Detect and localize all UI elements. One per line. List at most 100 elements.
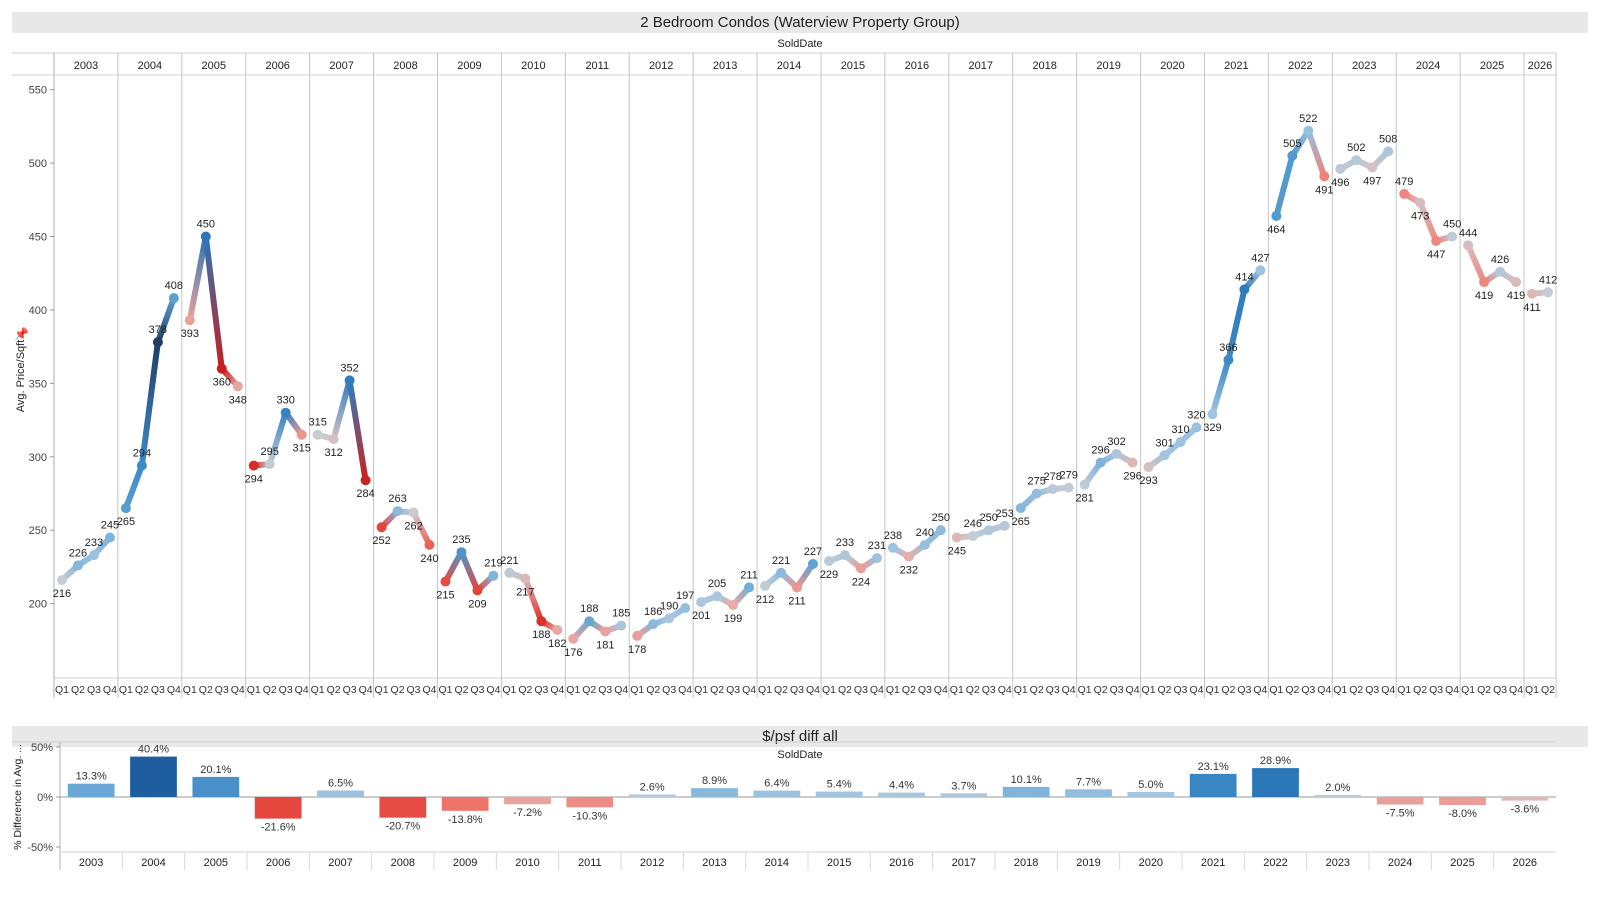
y-tick-label: 200 [29,599,47,611]
data-point [88,550,99,561]
data-point [472,585,483,596]
data-point [312,429,323,440]
year-header-label: 2019 [1096,60,1120,72]
year-header-label: 2018 [1032,60,1056,72]
data-label: 231 [868,540,886,552]
data-point [1271,210,1282,221]
quarter-label: Q1 [1397,684,1411,696]
data-label: 229 [820,569,838,581]
data-label: 211 [788,595,806,607]
year-header-label: 2006 [265,60,289,72]
bar [1189,773,1237,797]
data-label: 216 [53,588,71,600]
data-label: 233 [85,537,103,549]
quarter-label: Q4 [998,684,1012,696]
data-label: 411 [1523,302,1541,314]
bar-category-label: 2003 [79,857,103,869]
data-label: 253 [996,508,1014,520]
bar-data-label: -20.7% [385,821,420,833]
data-point [871,553,882,564]
data-point [744,582,755,593]
data-point [1191,422,1202,433]
line-segment [1465,242,1488,286]
quarter-label: Q4 [422,684,436,696]
quarter-label: Q2 [518,684,532,696]
quarter-label: Q4 [231,684,245,696]
quarter-label: Q2 [646,684,660,696]
year-header-label: 2010 [521,60,545,72]
bar [504,797,551,805]
bar [815,791,863,797]
quarter-label: Q1 [1269,684,1283,696]
data-point [792,582,803,593]
data-label: 505 [1283,138,1301,150]
bar [317,790,364,797]
bar-column-field-label: SoldDate [777,749,823,761]
data-point [823,556,834,567]
quarter-label: Q1 [1142,684,1156,696]
bar-category-label: 2013 [702,857,726,869]
data-point [1159,450,1170,461]
data-point [1351,155,1362,166]
bar [628,794,676,797]
bar [67,783,115,797]
quarter-label: Q3 [279,684,293,696]
data-point [424,539,435,550]
bar-data-label: 20.1% [200,764,231,776]
data-label: 450 [197,219,215,231]
quarter-label: Q2 [135,684,149,696]
data-point [632,630,643,641]
data-point [328,434,339,445]
quarter-label: Q1 [1525,684,1539,696]
data-point [216,363,227,374]
data-label: 295 [261,446,279,458]
data-label: 447 [1427,249,1445,261]
data-label: 250 [932,512,950,524]
data-point [520,573,531,584]
data-label: 188 [532,629,550,641]
data-point [600,626,611,637]
data-label: 284 [356,488,374,500]
data-label: 315 [308,417,326,429]
year-header-label: 2011 [585,60,609,72]
data-label: 464 [1267,224,1285,236]
data-label: 393 [181,328,199,340]
data-point [776,567,787,578]
data-point [1239,284,1250,295]
quarter-label: Q4 [1126,684,1140,696]
line-segment [154,295,177,346]
bar-category-label: 2025 [1450,857,1474,869]
bar-category-label: 2020 [1139,857,1163,869]
quarter-label: Q3 [1493,684,1507,696]
data-point [887,542,898,553]
quarter-label: Q3 [662,684,676,696]
data-point [1399,188,1410,199]
line-segment [442,549,465,585]
line-segment [458,549,481,594]
bar-data-label: 10.1% [1011,774,1042,786]
data-label: 181 [596,639,614,651]
quarter-label: Q3 [470,684,484,696]
year-header-label: 2022 [1288,60,1312,72]
data-point [552,625,563,636]
bar-category-label: 2023 [1326,857,1350,869]
quarter-label: Q4 [742,684,756,696]
quarter-label: Q3 [87,684,101,696]
quarter-label: Q3 [343,684,357,696]
data-label: 238 [884,530,902,542]
quarter-label: Q4 [1509,684,1523,696]
data-label: 186 [644,606,662,618]
bar [1127,792,1175,797]
year-header-label: 2003 [74,60,98,72]
quarter-label: Q4 [1317,684,1331,696]
quarter-label: Q4 [1062,684,1076,696]
bar [130,756,177,797]
quarter-label: Q3 [407,684,421,696]
bar-data-label: 5.0% [1138,779,1163,791]
quarter-label: Q2 [199,684,213,696]
data-label: 250 [980,512,998,524]
data-label: 235 [452,534,470,546]
data-point [951,532,962,543]
quarter-label: Q3 [1110,684,1124,696]
quarter-label: Q1 [247,684,261,696]
